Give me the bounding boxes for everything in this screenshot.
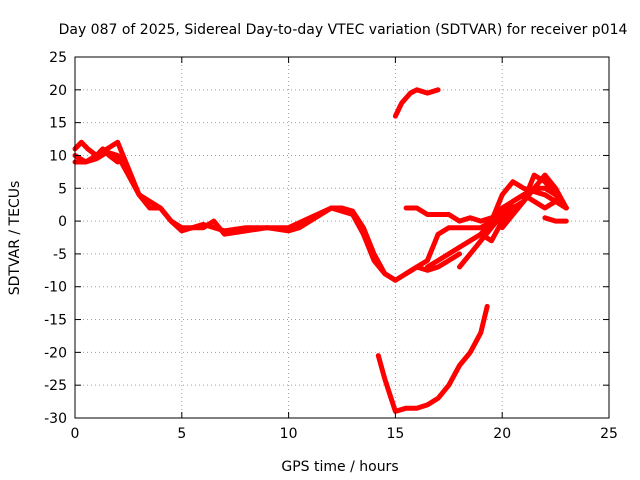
axis-ticks: 0 5 10 15 20 25 -30 -25 -20 -15 -10 -5 0 5 10 15 20 25 — [44, 50, 618, 442]
y-tick-label: 5 — [58, 181, 67, 197]
series-line-track-3 — [72, 139, 398, 283]
series-line-track-5 — [375, 303, 490, 414]
y-tick-label: 10 — [49, 148, 67, 164]
y-tick-label: -10 — [44, 280, 67, 296]
y-axis-label: SDTVAR / TECUs — [7, 181, 23, 296]
plot-frame — [74, 56, 610, 419]
x-tick-label: 20 — [493, 426, 511, 442]
x-tick-label: 15 — [386, 426, 404, 442]
series-line-track-12 — [542, 215, 569, 224]
y-tick-label: -20 — [44, 345, 67, 361]
x-axis-label: GPS time / hours — [281, 459, 398, 475]
x-tick-label: 25 — [600, 426, 618, 442]
chart-title: Day 087 of 2025, Sidereal Day-to-day VTE… — [59, 22, 628, 38]
series-line-track-4 — [392, 87, 441, 119]
series-line-track-9 — [457, 192, 569, 270]
series-line-track-2 — [72, 149, 462, 283]
data-series — [72, 87, 569, 414]
series-line-track-6 — [403, 205, 505, 224]
x-tick-label: 10 — [280, 426, 298, 442]
series-line-track-8 — [424, 179, 569, 270]
y-tick-label: -5 — [53, 247, 67, 263]
grid-lines — [75, 57, 609, 418]
y-tick-label: 25 — [49, 50, 67, 66]
y-tick-label: -30 — [44, 411, 67, 427]
y-tick-label: -15 — [44, 313, 67, 329]
x-tick-label: 0 — [71, 426, 80, 442]
series-line-track-11 — [499, 172, 569, 231]
y-tick-label: 20 — [49, 83, 67, 99]
y-tick-label: 0 — [58, 214, 67, 230]
y-tick-label: 15 — [49, 116, 67, 132]
y-tick-label: -25 — [44, 378, 67, 394]
x-tick-label: 5 — [177, 426, 186, 442]
